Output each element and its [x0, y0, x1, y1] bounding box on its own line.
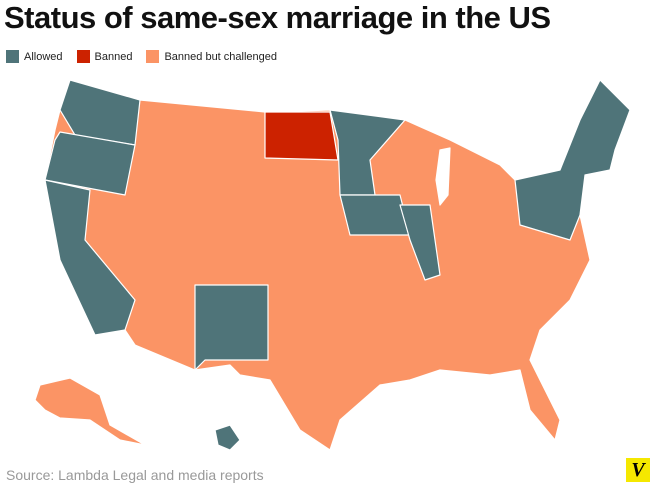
source: Source: Lambda Legal and media reports — [6, 467, 264, 483]
iowa — [339, 194, 411, 236]
legend-label: Banned but challenged — [164, 50, 278, 63]
hawaii — [214, 424, 241, 451]
region-challenged — [44, 79, 631, 451]
california — [44, 179, 136, 336]
legend-item: Banned but challenged — [146, 50, 277, 63]
legend-item: Allowed — [6, 50, 63, 63]
lake-michigan — [435, 147, 451, 206]
illinois — [399, 204, 441, 281]
oregon — [44, 131, 136, 196]
new-mexico — [194, 284, 269, 371]
title: Status of same-sex marriage in the US — [4, 0, 551, 35]
north-dakota — [264, 111, 339, 161]
legend-swatch — [146, 50, 160, 63]
legend-label: Allowed — [24, 50, 63, 63]
legend: Allowed Banned Banned but challenged — [6, 50, 277, 63]
legend-swatch — [76, 50, 90, 63]
legend-swatch — [6, 50, 19, 63]
legend-item: Banned — [76, 50, 133, 63]
logo: V — [626, 458, 650, 482]
northeast — [514, 79, 631, 241]
legend-label: Banned — [94, 50, 133, 63]
alaska — [34, 377, 146, 446]
